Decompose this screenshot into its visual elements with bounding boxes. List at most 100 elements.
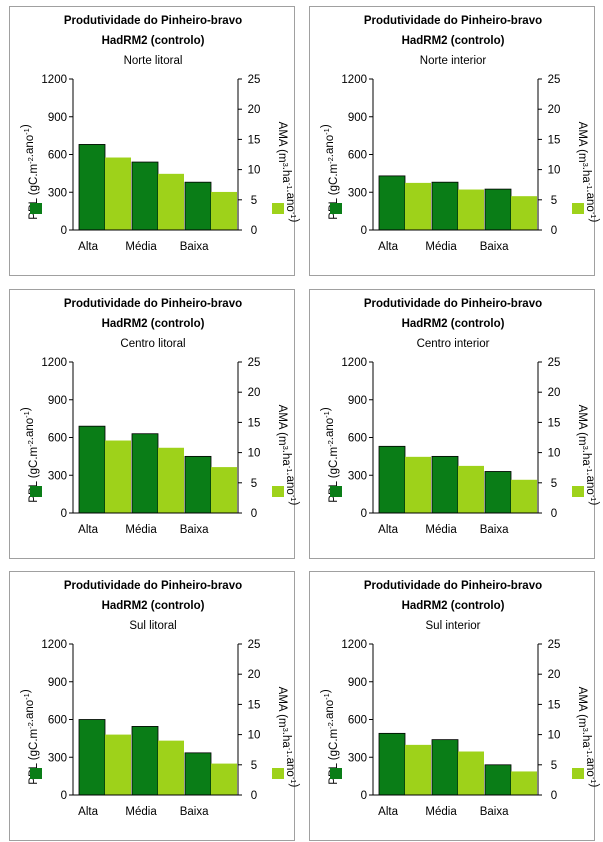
y-tick-label: 0	[361, 790, 367, 802]
chart-svg: Produtividade do Pinheiro-bravo HadRM2 (c…	[320, 15, 600, 253]
bar-ppl	[431, 739, 459, 796]
bar-ama	[211, 763, 237, 795]
legend-swatch-ppl	[330, 768, 342, 779]
bar-ama	[458, 465, 484, 513]
chart-svg: Produtividade do Pinheiro-bravo HadRM2 (c…	[320, 298, 600, 536]
bar-ppl	[78, 425, 106, 514]
y2-tick-label: 5	[251, 760, 257, 772]
y2-tick-label: 20	[248, 387, 261, 399]
x-tick-label: Baixa	[180, 241, 209, 253]
chart-region: Sul interior	[426, 620, 481, 632]
y-tick-label: 300	[48, 470, 67, 482]
bar-ama	[458, 751, 484, 795]
chart-panel: Produtividade do Pinheiro-bravo HadRM2 (c…	[9, 571, 300, 841]
y2-tick-label: 15	[248, 134, 261, 146]
bar-ppl	[131, 433, 159, 514]
y-tick-label: 1200	[341, 357, 367, 369]
y-tick-label: 1200	[41, 357, 67, 369]
y2-tick-label: 0	[551, 790, 557, 802]
y-tick-label: 1200	[341, 639, 367, 651]
bar-ama	[211, 191, 237, 230]
y-tick-label: 600	[348, 715, 367, 727]
x-tick-label: Baixa	[480, 241, 509, 253]
bar-ppl	[378, 445, 406, 514]
bar-ama	[458, 189, 484, 230]
legend-swatch-ppl	[30, 486, 42, 497]
y2-tick-label: 5	[551, 478, 557, 490]
bar-ama	[405, 456, 431, 513]
y2-tick-label: 5	[551, 195, 557, 207]
y-tick-label: 600	[48, 433, 67, 445]
y-tick-label: 0	[61, 225, 67, 237]
y2-tick-label: 20	[548, 669, 561, 681]
chart-panel: Produtividade do Pinheiro-bravo HadRM2 (c…	[9, 6, 300, 276]
y2-tick-label: 10	[248, 730, 261, 742]
y-tick-label: 900	[48, 677, 67, 689]
x-tick-label: Alta	[378, 524, 398, 536]
x-tick-label: Média	[125, 241, 157, 253]
y-tick-label: 1200	[41, 639, 67, 651]
chart-panel: Produtividade do Pinheiro-bravo HadRM2 (c…	[309, 571, 600, 841]
x-tick-label: Baixa	[480, 524, 509, 536]
bar-ppl	[78, 144, 106, 231]
bar-ama	[511, 479, 537, 513]
bar-ppl	[431, 181, 459, 231]
chart-subtitle: HadRM2 (controlo)	[402, 600, 505, 612]
legend-swatch-ama	[272, 486, 284, 497]
chart-svg: Produtividade do Pinheiro-bravo HadRM2 (c…	[20, 298, 300, 536]
y2-tick-label: 0	[551, 508, 557, 520]
y2-tick-label: 20	[548, 387, 561, 399]
x-tick-label: Alta	[378, 241, 398, 253]
y2-tick-label: 25	[248, 357, 261, 369]
y2-axis-label: AMA (m3.ha-1.ano-1)	[576, 687, 600, 788]
y2-axis-label: AMA (m3.ha-1.ano-1)	[276, 122, 300, 223]
y2-tick-label: 10	[548, 165, 561, 177]
bar-ppl	[131, 726, 159, 796]
y-tick-label: 900	[48, 112, 67, 124]
chart-title: Produtividade do Pinheiro-bravo	[64, 580, 242, 592]
x-tick-label: Média	[125, 524, 157, 536]
chart-region: Centro litoral	[120, 338, 185, 350]
x-tick-label: Alta	[78, 806, 98, 818]
y-tick-label: 1200	[341, 74, 367, 86]
chart-svg: Produtividade do Pinheiro-bravo HadRM2 (c…	[320, 580, 600, 818]
y-tick-label: 0	[61, 790, 67, 802]
bar-ama	[158, 173, 184, 230]
y-tick-label: 900	[348, 677, 367, 689]
x-tick-label: Média	[425, 524, 457, 536]
chart-region: Norte litoral	[124, 55, 183, 67]
y2-tick-label: 0	[551, 225, 557, 237]
y2-tick-label: 5	[251, 195, 257, 207]
bar-ppl	[184, 455, 212, 514]
bar-ama	[511, 771, 537, 795]
y2-tick-label: 0	[251, 225, 257, 237]
y2-tick-label: 25	[548, 74, 561, 86]
y2-tick-label: 10	[548, 730, 561, 742]
y2-tick-label: 15	[248, 417, 261, 429]
chart-title: Produtividade do Pinheiro-bravo	[364, 580, 542, 592]
y2-axis-label: AMA (m3.ha-1.ano-1)	[576, 405, 600, 506]
bar-ppl	[378, 175, 406, 231]
bar-ppl	[378, 732, 406, 796]
x-tick-label: Média	[125, 806, 157, 818]
chart-title: Produtividade do Pinheiro-bravo	[364, 298, 542, 310]
y2-tick-label: 15	[548, 699, 561, 711]
chart-region: Centro interior	[417, 338, 490, 350]
legend-swatch-ppl	[330, 203, 342, 214]
y-tick-label: 0	[361, 225, 367, 237]
bar-ama	[511, 196, 537, 230]
y-tick-label: 300	[348, 752, 367, 764]
chart-subtitle: HadRM2 (controlo)	[402, 35, 505, 47]
y2-tick-label: 0	[251, 508, 257, 520]
y-tick-label: 300	[348, 187, 367, 199]
bar-ama	[105, 734, 131, 795]
y-axis-label: PPL (gC.m-2.ano-1)	[20, 689, 40, 785]
y-tick-label: 900	[48, 395, 67, 407]
y2-axis-label-text: AMA	[276, 687, 288, 714]
y2-tick-label: 15	[548, 134, 561, 146]
bar-ama	[405, 744, 431, 795]
x-tick-label: Alta	[78, 241, 98, 253]
chart-subtitle: HadRM2 (controlo)	[102, 318, 205, 330]
bar-ppl	[484, 471, 512, 514]
y2-tick-label: 25	[548, 639, 561, 651]
